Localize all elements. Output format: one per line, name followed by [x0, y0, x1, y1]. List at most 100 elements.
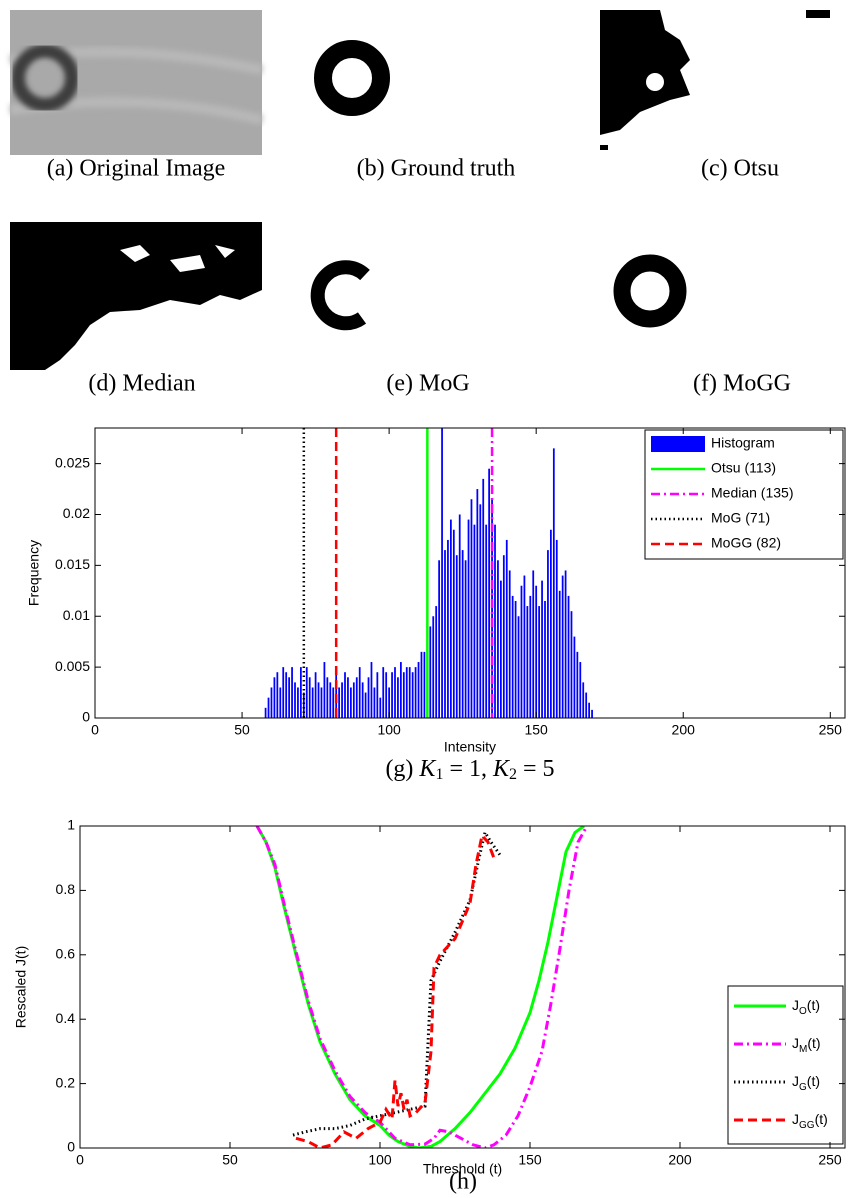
bar — [361, 682, 364, 718]
bar — [282, 667, 285, 718]
bar — [573, 636, 576, 718]
bar — [347, 677, 349, 718]
bar — [488, 468, 490, 718]
bar — [547, 550, 549, 718]
bar — [314, 672, 317, 718]
bar — [541, 580, 543, 718]
x-tick-label: 50 — [222, 1152, 238, 1168]
bar — [308, 677, 311, 718]
caption-part: 2 — [509, 766, 517, 783]
panel-c-image — [600, 10, 830, 150]
bar — [438, 560, 440, 718]
bar — [350, 687, 352, 718]
y-tick-label: 0.2 — [56, 1074, 76, 1090]
bar — [300, 667, 302, 718]
plot-area — [80, 826, 845, 1148]
bar — [332, 687, 335, 718]
x-tick-label: 0 — [91, 722, 99, 738]
bar — [385, 672, 388, 718]
bar — [585, 692, 588, 718]
caption-part: K — [492, 756, 511, 782]
series-line — [255, 826, 589, 1148]
bar — [317, 682, 320, 718]
panel-caption: (e) MoG — [386, 371, 469, 397]
x-tick-label: 200 — [668, 1152, 692, 1168]
legend-subscript: O — [799, 1006, 807, 1017]
bar — [435, 606, 438, 718]
y-tick-label: 0.8 — [56, 881, 76, 897]
panel-d-image — [10, 222, 262, 370]
chart-caption: (g) K1 = 1, K2 = 5 — [385, 756, 554, 783]
caption-part: = 1, — [443, 756, 493, 782]
bar — [382, 667, 385, 718]
legend-subscript: M — [799, 1044, 807, 1055]
x-tick-label: 150 — [518, 1152, 542, 1168]
caption-part: 1 — [435, 766, 443, 783]
bar — [550, 529, 552, 718]
x-tick-label: 250 — [819, 722, 843, 738]
y-tick-label: 0.4 — [56, 1010, 76, 1026]
bar — [394, 667, 396, 718]
legend-label: JG(t) — [792, 1073, 820, 1093]
bar — [305, 667, 308, 718]
bar — [285, 672, 288, 718]
bar — [291, 667, 293, 718]
bar — [455, 555, 458, 718]
bar — [552, 448, 555, 718]
bar — [279, 687, 282, 718]
caption-part: = 5 — [517, 756, 555, 782]
bars — [264, 428, 593, 718]
y-tick-label: 0.015 — [55, 556, 90, 572]
bar — [323, 662, 326, 718]
x-tick-label: 0 — [76, 1152, 84, 1168]
legend-name: J — [792, 1035, 799, 1051]
bar — [564, 570, 567, 718]
legend-suffix: (t) — [807, 1035, 820, 1051]
bar — [432, 616, 435, 718]
bar — [391, 672, 393, 718]
y-tick-label: 0.6 — [56, 946, 76, 962]
bar — [567, 595, 570, 718]
bar — [408, 667, 411, 718]
bar — [420, 651, 423, 718]
legend-name: J — [792, 1073, 799, 1089]
panel-caption: (b) Ground truth — [357, 156, 516, 182]
bar — [508, 570, 511, 718]
bar — [376, 672, 379, 718]
caption-part: (g) — [385, 756, 419, 782]
bar — [520, 585, 523, 718]
x-axis-label: Threshold (t) — [423, 1161, 502, 1177]
legend-name: J — [792, 997, 799, 1013]
legend-label: JM(t) — [792, 1035, 821, 1055]
series-line — [295, 832, 496, 1148]
legend-suffix: (t) — [815, 1111, 828, 1127]
bar — [497, 560, 499, 718]
bar — [367, 677, 370, 718]
bar — [494, 524, 496, 718]
bar — [402, 672, 405, 718]
bar — [379, 697, 382, 718]
bar — [461, 550, 464, 718]
y-tick-label: 0 — [67, 1139, 75, 1155]
bar — [500, 580, 502, 718]
y-tick-label: 0.025 — [55, 454, 90, 470]
bar — [273, 677, 276, 718]
bar — [400, 662, 402, 718]
legend-name: J — [792, 1111, 799, 1127]
series-line — [255, 826, 585, 1148]
x-tick-label: 200 — [672, 722, 696, 738]
bar — [538, 606, 540, 718]
y-tick-label: 1 — [67, 817, 75, 833]
bar — [561, 575, 564, 718]
legend-box — [727, 985, 844, 1145]
panel-f-image — [613, 254, 687, 328]
panel-caption: (f) MoGG — [693, 371, 791, 397]
panel-caption: (a) Original Image — [47, 156, 226, 182]
bar — [470, 499, 473, 718]
bar — [535, 585, 538, 718]
bar — [338, 687, 340, 718]
y-tick-label: 0.005 — [55, 658, 90, 674]
x-tick-label: 250 — [818, 1152, 842, 1168]
bar — [464, 560, 467, 718]
